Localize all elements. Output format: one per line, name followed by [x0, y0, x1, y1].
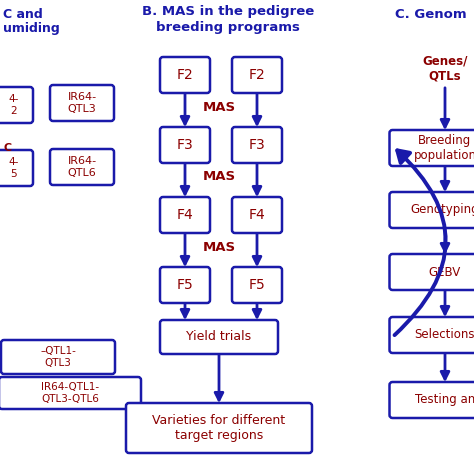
FancyBboxPatch shape [160, 57, 210, 93]
Text: Selections: Selections [415, 328, 474, 341]
FancyBboxPatch shape [50, 149, 114, 185]
FancyBboxPatch shape [160, 320, 278, 354]
FancyBboxPatch shape [160, 267, 210, 303]
Text: F3: F3 [177, 138, 193, 152]
FancyBboxPatch shape [390, 382, 474, 418]
Text: C: C [4, 143, 12, 153]
FancyBboxPatch shape [0, 377, 141, 409]
Text: F5: F5 [249, 278, 265, 292]
Text: F4: F4 [249, 208, 265, 222]
Text: 4-
5: 4- 5 [9, 157, 19, 179]
Text: Varieties for different
target regions: Varieties for different target regions [153, 414, 285, 442]
FancyBboxPatch shape [160, 197, 210, 233]
Text: Genotyping: Genotyping [410, 203, 474, 217]
FancyBboxPatch shape [0, 87, 33, 123]
Text: F2: F2 [177, 68, 193, 82]
Text: F5: F5 [177, 278, 193, 292]
Text: F2: F2 [249, 68, 265, 82]
Text: MAS: MAS [202, 240, 236, 254]
Text: C and: C and [3, 8, 43, 21]
FancyBboxPatch shape [1, 340, 115, 374]
FancyBboxPatch shape [390, 130, 474, 166]
Text: F4: F4 [177, 208, 193, 222]
FancyBboxPatch shape [232, 197, 282, 233]
Text: Breeding
population: Breeding population [413, 134, 474, 162]
FancyBboxPatch shape [390, 254, 474, 290]
FancyBboxPatch shape [390, 192, 474, 228]
FancyBboxPatch shape [390, 317, 474, 353]
Text: –QTL1-
QTL3: –QTL1- QTL3 [40, 346, 76, 368]
Text: umiding: umiding [3, 22, 60, 35]
Text: IR64-
QTL3: IR64- QTL3 [67, 92, 97, 114]
Text: 4-
2: 4- 2 [9, 94, 19, 116]
FancyBboxPatch shape [232, 127, 282, 163]
FancyBboxPatch shape [232, 267, 282, 303]
Text: GEBV: GEBV [429, 265, 461, 279]
FancyArrowPatch shape [394, 150, 446, 335]
Text: IR64-
QTL6: IR64- QTL6 [67, 156, 97, 178]
Text: Testing an: Testing an [415, 393, 474, 407]
Text: F3: F3 [249, 138, 265, 152]
Text: MAS: MAS [202, 100, 236, 113]
FancyBboxPatch shape [50, 85, 114, 121]
FancyBboxPatch shape [126, 403, 312, 453]
FancyBboxPatch shape [232, 57, 282, 93]
FancyBboxPatch shape [160, 127, 210, 163]
Text: Genes/
QTLs: Genes/ QTLs [422, 54, 468, 82]
Text: Yield trials: Yield trials [186, 330, 252, 344]
FancyBboxPatch shape [0, 150, 33, 186]
Text: B. MAS in the pedigree
breeding programs: B. MAS in the pedigree breeding programs [142, 5, 314, 34]
Text: MAS: MAS [202, 171, 236, 183]
Text: IR64-QTL1-
QTL3-QTL6: IR64-QTL1- QTL3-QTL6 [41, 382, 99, 404]
Text: C. Genom: C. Genom [395, 8, 466, 21]
